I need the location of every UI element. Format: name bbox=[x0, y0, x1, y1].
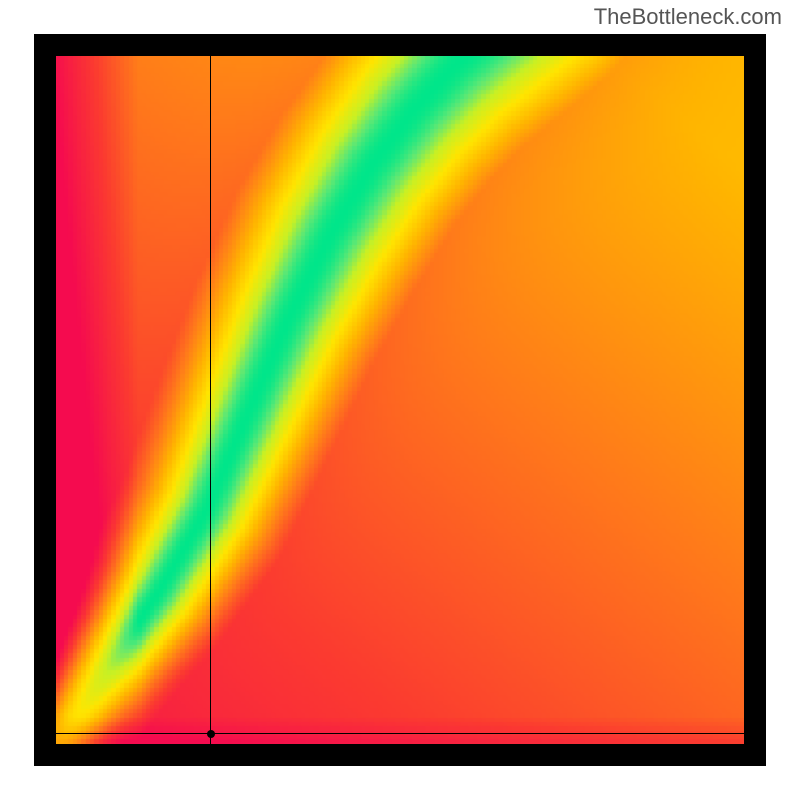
plot-area bbox=[56, 56, 744, 744]
heatmap-canvas bbox=[56, 56, 744, 744]
watermark-text: TheBottleneck.com bbox=[594, 4, 782, 30]
crosshair-horizontal-line bbox=[56, 733, 744, 734]
crosshair-vertical-line bbox=[210, 56, 211, 744]
chart-container: TheBottleneck.com bbox=[0, 0, 800, 800]
crosshair-point bbox=[207, 730, 215, 738]
